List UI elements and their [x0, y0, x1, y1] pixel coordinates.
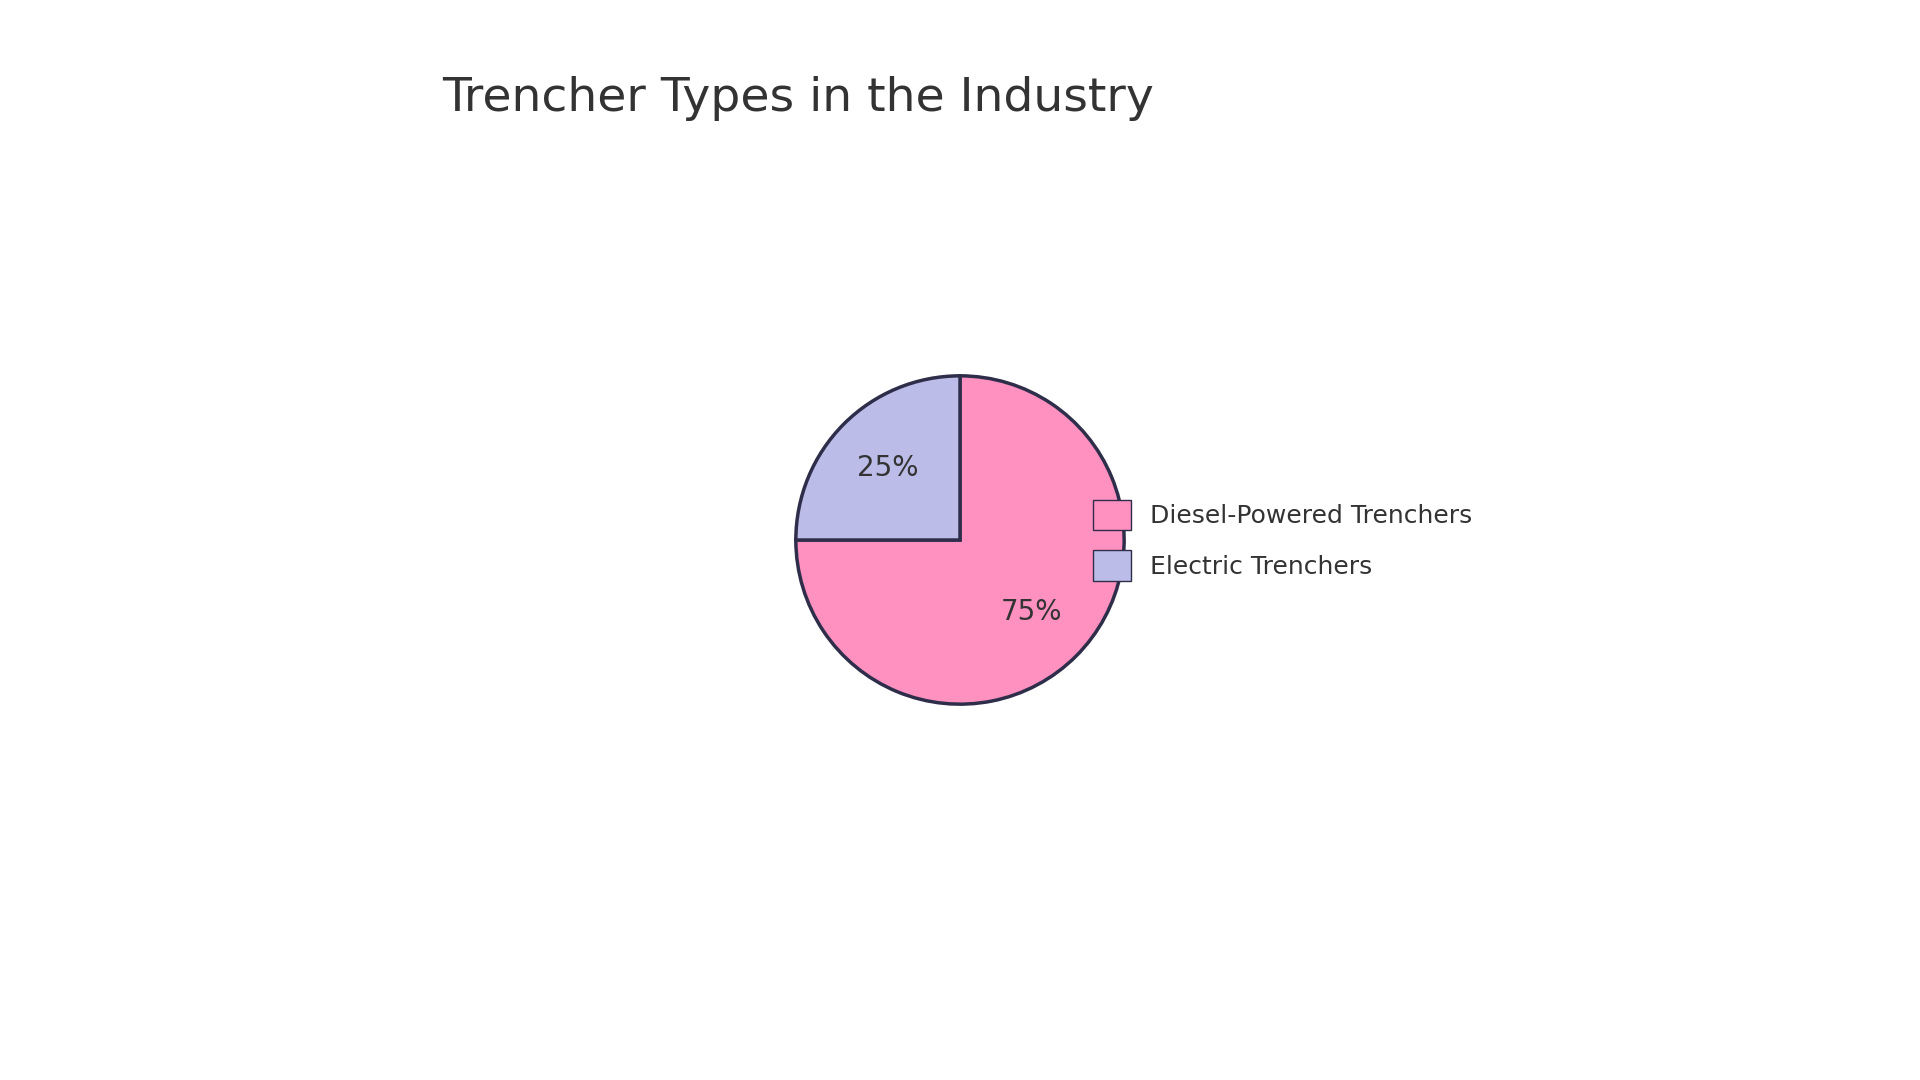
- Legend: Diesel-Powered Trenchers, Electric Trenchers: Diesel-Powered Trenchers, Electric Trenc…: [1081, 487, 1486, 593]
- Wedge shape: [795, 376, 960, 540]
- Wedge shape: [795, 376, 1123, 704]
- Text: 25%: 25%: [858, 454, 920, 482]
- Text: Trencher Types in the Industry: Trencher Types in the Industry: [442, 76, 1154, 121]
- Text: 75%: 75%: [1000, 598, 1062, 626]
